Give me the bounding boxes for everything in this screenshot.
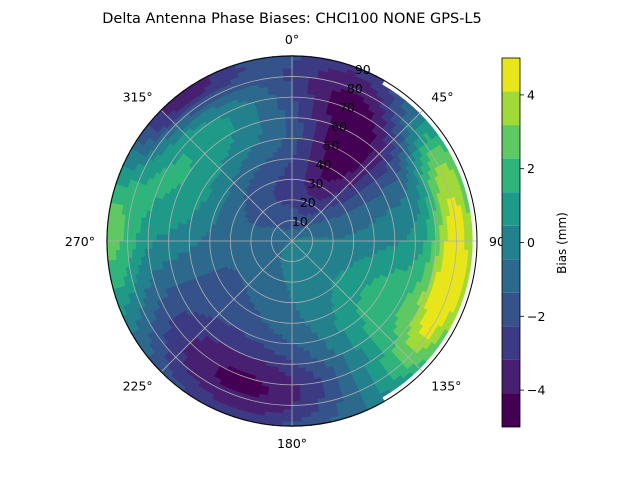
bias-field xyxy=(106,55,478,427)
chart-title: Delta Antenna Phase Biases: CHCI100 NONE… xyxy=(102,11,482,27)
